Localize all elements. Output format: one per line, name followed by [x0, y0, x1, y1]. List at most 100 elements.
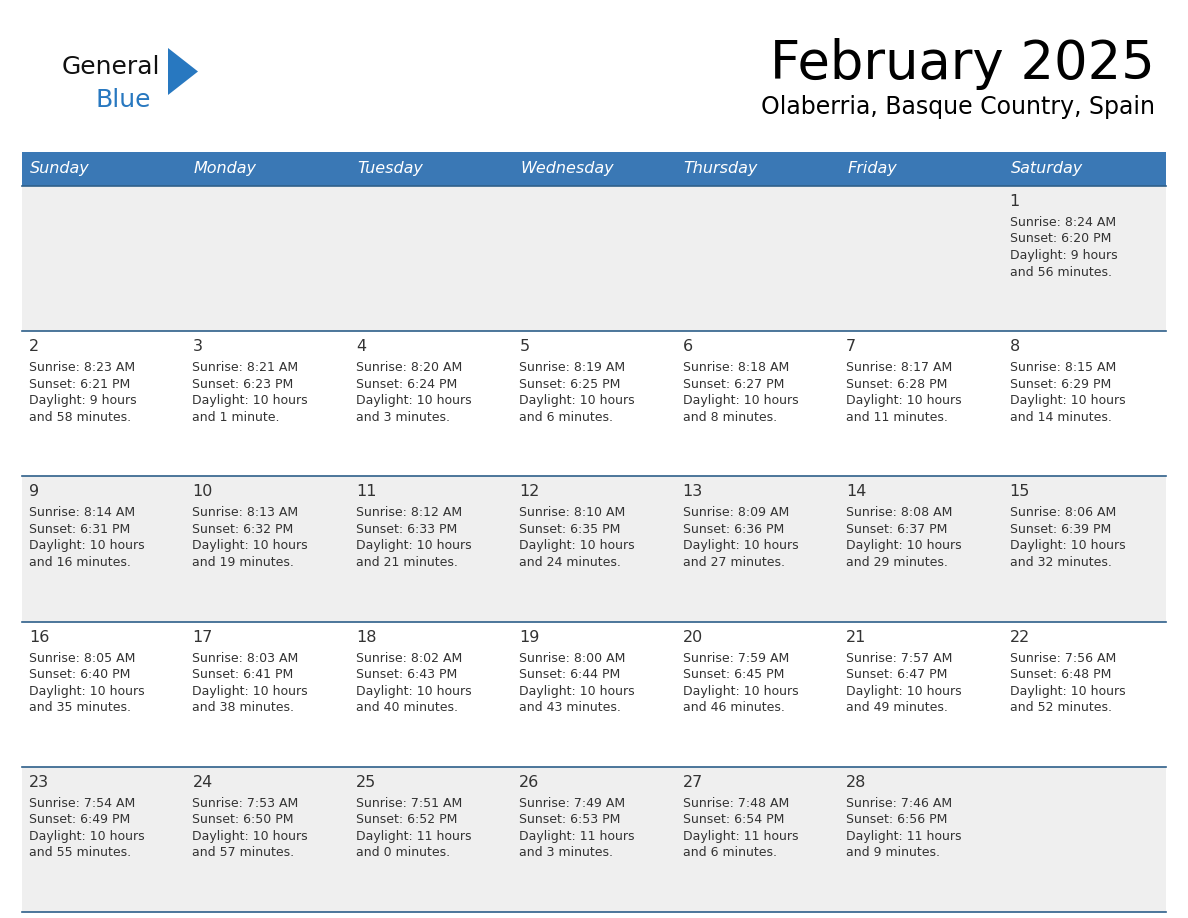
Text: Sunset: 6:20 PM: Sunset: 6:20 PM: [1010, 232, 1111, 245]
Text: Daylight: 10 hours: Daylight: 10 hours: [519, 540, 634, 553]
Text: Sunrise: 8:13 AM: Sunrise: 8:13 AM: [192, 507, 298, 520]
Text: Sunset: 6:56 PM: Sunset: 6:56 PM: [846, 813, 948, 826]
Text: Sunrise: 7:51 AM: Sunrise: 7:51 AM: [356, 797, 462, 810]
Text: and 32 minutes.: and 32 minutes.: [1010, 556, 1112, 569]
Text: and 46 minutes.: and 46 minutes.: [683, 701, 784, 714]
Text: and 24 minutes.: and 24 minutes.: [519, 556, 621, 569]
Text: 28: 28: [846, 775, 866, 789]
Text: Daylight: 10 hours: Daylight: 10 hours: [29, 830, 145, 843]
Text: 9: 9: [29, 485, 39, 499]
Text: 7: 7: [846, 339, 857, 354]
Text: Daylight: 10 hours: Daylight: 10 hours: [356, 540, 472, 553]
Text: Sunset: 6:24 PM: Sunset: 6:24 PM: [356, 377, 457, 391]
Text: Sunset: 6:45 PM: Sunset: 6:45 PM: [683, 668, 784, 681]
Text: Sunset: 6:28 PM: Sunset: 6:28 PM: [846, 377, 948, 391]
Text: and 8 minutes.: and 8 minutes.: [683, 410, 777, 424]
Text: 8: 8: [1010, 339, 1019, 354]
Text: Daylight: 10 hours: Daylight: 10 hours: [192, 685, 308, 698]
Text: Sunrise: 8:24 AM: Sunrise: 8:24 AM: [1010, 216, 1116, 229]
Text: 19: 19: [519, 630, 539, 644]
Text: Sunrise: 8:18 AM: Sunrise: 8:18 AM: [683, 361, 789, 375]
Text: 14: 14: [846, 485, 866, 499]
Text: Daylight: 10 hours: Daylight: 10 hours: [683, 394, 798, 408]
Text: Sunrise: 8:03 AM: Sunrise: 8:03 AM: [192, 652, 298, 665]
Text: Sunrise: 8:00 AM: Sunrise: 8:00 AM: [519, 652, 626, 665]
Text: and 52 minutes.: and 52 minutes.: [1010, 701, 1112, 714]
Text: 1: 1: [1010, 194, 1019, 209]
Text: 15: 15: [1010, 485, 1030, 499]
Text: Sunset: 6:31 PM: Sunset: 6:31 PM: [29, 523, 131, 536]
Text: Daylight: 10 hours: Daylight: 10 hours: [519, 394, 634, 408]
Text: Daylight: 10 hours: Daylight: 10 hours: [1010, 540, 1125, 553]
Text: Thursday: Thursday: [684, 162, 758, 176]
Text: Sunrise: 8:20 AM: Sunrise: 8:20 AM: [356, 361, 462, 375]
Text: Sunrise: 8:02 AM: Sunrise: 8:02 AM: [356, 652, 462, 665]
Text: Sunrise: 7:46 AM: Sunrise: 7:46 AM: [846, 797, 953, 810]
Text: and 6 minutes.: and 6 minutes.: [519, 410, 613, 424]
Text: and 21 minutes.: and 21 minutes.: [356, 556, 457, 569]
Bar: [676, 152, 839, 186]
Text: Sunset: 6:52 PM: Sunset: 6:52 PM: [356, 813, 457, 826]
Text: Sunset: 6:48 PM: Sunset: 6:48 PM: [1010, 668, 1111, 681]
Text: Daylight: 10 hours: Daylight: 10 hours: [683, 685, 798, 698]
Text: Daylight: 10 hours: Daylight: 10 hours: [519, 685, 634, 698]
Text: and 0 minutes.: and 0 minutes.: [356, 846, 450, 859]
Text: 11: 11: [356, 485, 377, 499]
Text: Saturday: Saturday: [1011, 162, 1082, 176]
Bar: [23, 621, 1165, 767]
Text: and 6 minutes.: and 6 minutes.: [683, 846, 777, 859]
Text: Sunset: 6:37 PM: Sunset: 6:37 PM: [846, 523, 948, 536]
Text: Monday: Monday: [194, 162, 257, 176]
Text: Sunrise: 8:23 AM: Sunrise: 8:23 AM: [29, 361, 135, 375]
Text: Sunrise: 7:56 AM: Sunrise: 7:56 AM: [1010, 652, 1116, 665]
Text: Sunset: 6:41 PM: Sunset: 6:41 PM: [192, 668, 293, 681]
Text: 22: 22: [1010, 630, 1030, 644]
Text: Sunrise: 8:21 AM: Sunrise: 8:21 AM: [192, 361, 298, 375]
Text: Sunset: 6:27 PM: Sunset: 6:27 PM: [683, 377, 784, 391]
Bar: [839, 152, 1003, 186]
Bar: [512, 152, 676, 186]
Text: 4: 4: [356, 339, 366, 354]
Bar: [349, 152, 512, 186]
Text: Sunday: Sunday: [30, 162, 90, 176]
Text: Sunset: 6:25 PM: Sunset: 6:25 PM: [519, 377, 620, 391]
Bar: [23, 331, 1165, 476]
Text: Sunset: 6:35 PM: Sunset: 6:35 PM: [519, 523, 620, 536]
Text: and 3 minutes.: and 3 minutes.: [356, 410, 450, 424]
Text: General: General: [62, 55, 160, 79]
Text: Daylight: 10 hours: Daylight: 10 hours: [356, 685, 472, 698]
Text: Sunset: 6:23 PM: Sunset: 6:23 PM: [192, 377, 293, 391]
Text: Daylight: 10 hours: Daylight: 10 hours: [1010, 394, 1125, 408]
Text: Sunrise: 7:59 AM: Sunrise: 7:59 AM: [683, 652, 789, 665]
Text: 2: 2: [29, 339, 39, 354]
Text: and 43 minutes.: and 43 minutes.: [519, 701, 621, 714]
Text: Sunset: 6:54 PM: Sunset: 6:54 PM: [683, 813, 784, 826]
Text: and 3 minutes.: and 3 minutes.: [519, 846, 613, 859]
Text: 3: 3: [192, 339, 202, 354]
Text: Sunrise: 8:06 AM: Sunrise: 8:06 AM: [1010, 507, 1116, 520]
Text: Daylight: 11 hours: Daylight: 11 hours: [846, 830, 961, 843]
Text: 13: 13: [683, 485, 703, 499]
Text: and 56 minutes.: and 56 minutes.: [1010, 265, 1112, 278]
Text: Friday: Friday: [847, 162, 897, 176]
Text: Daylight: 10 hours: Daylight: 10 hours: [846, 394, 962, 408]
Text: Daylight: 9 hours: Daylight: 9 hours: [29, 394, 137, 408]
Text: Sunrise: 8:12 AM: Sunrise: 8:12 AM: [356, 507, 462, 520]
Text: and 35 minutes.: and 35 minutes.: [29, 701, 131, 714]
Text: Sunrise: 8:14 AM: Sunrise: 8:14 AM: [29, 507, 135, 520]
Text: Sunset: 6:32 PM: Sunset: 6:32 PM: [192, 523, 293, 536]
Text: 23: 23: [29, 775, 49, 789]
Text: Sunset: 6:53 PM: Sunset: 6:53 PM: [519, 813, 620, 826]
Text: Daylight: 11 hours: Daylight: 11 hours: [683, 830, 798, 843]
Text: Daylight: 11 hours: Daylight: 11 hours: [356, 830, 472, 843]
Text: 26: 26: [519, 775, 539, 789]
Text: Daylight: 10 hours: Daylight: 10 hours: [192, 540, 308, 553]
Text: Sunrise: 7:54 AM: Sunrise: 7:54 AM: [29, 797, 135, 810]
Polygon shape: [168, 48, 198, 95]
Text: and 14 minutes.: and 14 minutes.: [1010, 410, 1112, 424]
Text: Daylight: 10 hours: Daylight: 10 hours: [683, 540, 798, 553]
Text: and 49 minutes.: and 49 minutes.: [846, 701, 948, 714]
Text: and 27 minutes.: and 27 minutes.: [683, 556, 785, 569]
Text: Sunrise: 7:53 AM: Sunrise: 7:53 AM: [192, 797, 298, 810]
Text: 25: 25: [356, 775, 377, 789]
